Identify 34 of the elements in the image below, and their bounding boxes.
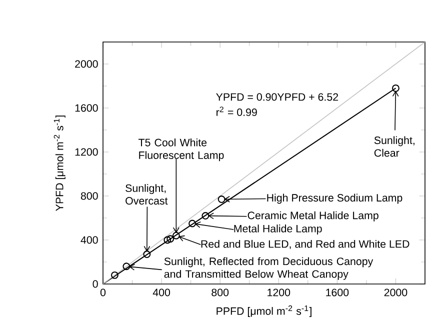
annotation: Metal Halide Lamp: [234, 224, 322, 235]
point: [188, 220, 196, 228]
point: [122, 262, 130, 270]
point: [143, 250, 151, 258]
x-tick-label: 400: [152, 288, 170, 296]
x-tick-label: 0: [100, 288, 106, 296]
x-tick-label: 1200: [268, 288, 290, 296]
annotation: Sunlight, Overcast: [126, 184, 168, 205]
annotation: Red and Blue LED, and Red and White LED: [201, 240, 410, 250]
point: [166, 235, 174, 243]
annotation: High Pressure Sodium Lamp: [267, 194, 402, 204]
annotation: T5 Cool White Fluorescent Lamp: [138, 138, 224, 162]
x-axis-title: PPFD [μmol m$^{-2}$ s$^{-1}$]: [216, 305, 312, 317]
point: [218, 196, 226, 204]
y-tick-label: 1600: [75, 104, 98, 112]
point: [110, 271, 118, 279]
annotation: YPFD = 0.90YPFD + 6.52: [216, 93, 338, 101]
x-tick-label: 2000: [384, 288, 408, 296]
point: [164, 236, 172, 244]
point: [202, 212, 210, 220]
y-tick-label: 2000: [75, 60, 98, 68]
x-tick-label: 1600: [326, 288, 349, 296]
point: [392, 84, 400, 92]
y-tick-label: 1200: [75, 148, 98, 156]
annotation: Sunlight, Reflected from Deciduous Canopy and Transmitted Below Wheat Canopy: [164, 257, 374, 280]
annotation: Ceramic Metal Halide Lamp: [248, 211, 378, 222]
y-tick-label: 400: [80, 236, 98, 244]
annotation: r$^{2}$ = 0.99: [216, 106, 257, 116]
point: [172, 232, 180, 240]
x-tick-label: 800: [212, 288, 229, 296]
annotation: Sunlight, Clear: [374, 136, 414, 157]
y-tick-label: 0: [92, 280, 98, 288]
y-axis-title: YPFD [μmol m$^{-2}$ s$^{-1}$]: [54, 116, 66, 211]
y-tick-label: 800: [80, 192, 98, 200]
